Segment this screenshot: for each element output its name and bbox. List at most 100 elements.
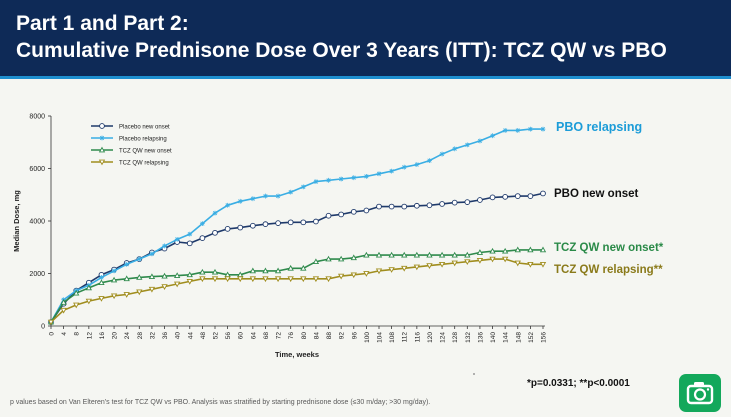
x-tick-label: 64 (250, 332, 257, 340)
x-tick-label: 72 (276, 332, 283, 340)
x-tick-label: 76 (288, 332, 295, 340)
data-point (325, 212, 332, 219)
legend-label: Placebo new onset (119, 124, 170, 130)
data-point (363, 251, 370, 258)
data-point (438, 261, 446, 268)
series-line-0 (50, 192, 544, 323)
data-point (274, 276, 282, 283)
data-point (98, 296, 105, 302)
data-point (325, 255, 332, 262)
x-tick-label: 148 (515, 332, 522, 343)
data-point (111, 268, 117, 274)
data-point (337, 273, 345, 280)
data-point (110, 276, 118, 283)
x-tick-label: 136 (477, 332, 484, 343)
data-point (350, 254, 357, 261)
data-point (123, 275, 130, 282)
data-point (275, 220, 281, 226)
legend-label: TCZ QW new onset (119, 148, 172, 154)
data-point (85, 284, 93, 291)
data-point (85, 298, 93, 305)
y-tick-label: 6000 (29, 166, 45, 173)
slide-title-line-1: Part 1 and Part 2: (16, 12, 189, 35)
data-point (388, 203, 395, 210)
x-tick-label: 16 (99, 332, 106, 340)
data-point (224, 276, 231, 283)
x-tick-label: 20 (112, 332, 119, 340)
data-point (249, 276, 257, 283)
data-point (47, 319, 55, 326)
data-point (60, 307, 67, 314)
data-point (300, 219, 307, 226)
data-point (337, 255, 345, 262)
data-point (225, 202, 231, 208)
data-point (401, 265, 408, 272)
x-tick-label: 60 (238, 332, 245, 340)
data-point (312, 276, 320, 283)
data-point (224, 226, 231, 232)
data-point (199, 276, 206, 283)
data-point (325, 276, 332, 283)
y-tick-label: 2000 (29, 271, 45, 278)
data-point (464, 251, 471, 258)
data-point (427, 158, 432, 164)
data-point (426, 251, 433, 258)
y-axis-title: Median Dose, mg (12, 190, 21, 252)
data-point (363, 271, 370, 277)
x-tick-label: 100 (364, 332, 371, 343)
data-point (300, 276, 307, 283)
series-end-label: PBO new onset (554, 188, 639, 200)
data-point (527, 261, 534, 268)
title-bar: Part 1 and Part 2: Cumulative Prednisone… (0, 0, 731, 76)
data-point (439, 201, 445, 207)
series-end-label: TCZ QW relapsing** (554, 264, 663, 276)
data-point (211, 268, 219, 275)
camera-button[interactable] (679, 374, 721, 412)
data-point (502, 128, 508, 133)
data-point (502, 194, 509, 200)
data-point (338, 176, 344, 182)
data-point (199, 268, 206, 275)
data-point (451, 260, 458, 267)
x-tick-label: 28 (137, 332, 144, 340)
data-point (527, 126, 533, 132)
x-tick-label: 0 (49, 332, 56, 336)
x-tick-label: 132 (465, 332, 472, 343)
series-line-1 (50, 128, 543, 323)
legend-marker (99, 135, 105, 141)
footnote: p values based on Van Elteren's test for… (10, 399, 431, 406)
data-point (199, 235, 206, 241)
data-point (161, 284, 168, 290)
data-point (489, 256, 496, 263)
data-point (464, 199, 471, 205)
x-tick-label: 56 (225, 332, 232, 340)
data-point (477, 197, 483, 203)
legend-marker (98, 159, 106, 166)
data-point (312, 258, 320, 265)
data-point (514, 246, 521, 253)
x-tick-label: 68 (263, 332, 270, 340)
data-point (540, 190, 546, 197)
data-point (501, 247, 509, 254)
data-point (413, 251, 421, 258)
legend-label: Placebo relapsing (119, 136, 167, 142)
data-point (313, 218, 319, 225)
data-point (476, 249, 484, 255)
data-point (262, 267, 269, 274)
data-point (464, 142, 470, 148)
stray-dot (473, 373, 475, 375)
data-point (401, 251, 408, 258)
y-tick-label: 0 (41, 324, 45, 331)
data-point (186, 279, 193, 285)
data-point (539, 261, 547, 268)
data-point (186, 271, 193, 278)
x-tick-label: 12 (86, 332, 93, 340)
data-point (148, 286, 156, 293)
data-point (263, 193, 268, 199)
data-point (363, 173, 369, 179)
x-tick-label: 48 (200, 332, 207, 340)
data-point (124, 261, 130, 267)
data-point (249, 222, 256, 229)
